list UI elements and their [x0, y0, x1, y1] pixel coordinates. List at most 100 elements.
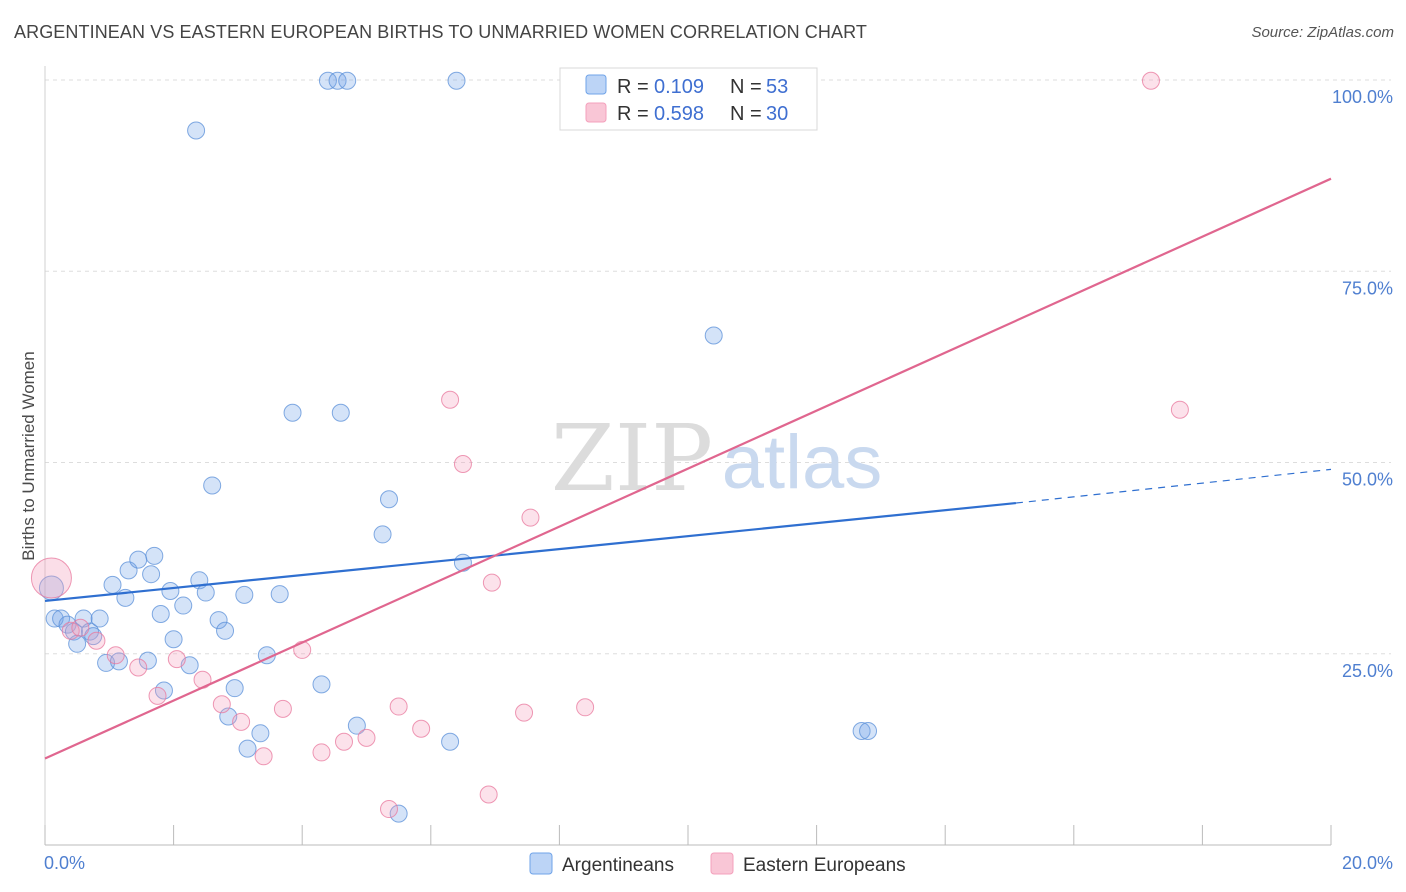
point-argentineans-19: [151, 604, 170, 623]
y-axis-label: Births to Unmarried Women: [19, 351, 38, 560]
watermark-atlas: atlas: [722, 420, 883, 505]
point-eastern-europeans-16: [357, 728, 376, 747]
bottom-legend-label-argentineans: Argentineans: [562, 855, 674, 876]
point-argentineans-11: [103, 575, 122, 594]
point-eastern-europeans-4: [106, 646, 125, 665]
point-argentineans-47: [389, 804, 408, 823]
bottom-legend-swatch-argentineans: [529, 852, 553, 875]
point-eastern-europeans-13: [293, 640, 312, 659]
point-eastern-europeans-5: [129, 658, 148, 677]
point-argentineans-10: [97, 653, 116, 672]
legend-n-label-2: N =: [730, 103, 762, 125]
point-eastern-europeans-29: [1170, 400, 1189, 419]
trend-line-eastern-europeans: [44, 177, 1332, 760]
watermark: ZIP atlas: [551, 405, 882, 512]
point-argentineans-35: [251, 724, 270, 743]
trend-line-argentineans-extension: [1015, 468, 1332, 504]
point-argentineans-38: [283, 403, 302, 422]
point-eastern-europeans-17: [380, 800, 399, 819]
point-argentineans-30: [216, 621, 235, 640]
point-argentineans-39: [312, 675, 331, 694]
point-eastern-europeans-14: [312, 743, 331, 762]
point-eastern-europeans-6: [148, 686, 167, 705]
legend-r-value-eastern-europeans: 0.598: [654, 103, 704, 125]
point-argentineans-29: [209, 611, 228, 630]
legend-n-value-argentineans: 53: [766, 76, 788, 98]
point-eastern-europeans-3: [87, 631, 106, 650]
legend-swatch-eastern-europeans: [585, 102, 607, 123]
point-argentineans-28: [203, 476, 222, 495]
point-argentineans-52: [852, 722, 871, 741]
point-argentineans-37: [270, 585, 289, 604]
point-argentineans-34: [238, 739, 257, 758]
point-argentineans-21: [161, 582, 180, 601]
point-argentineans-18: [145, 546, 164, 565]
point-argentineans-44: [347, 716, 366, 735]
point-argentineans-15: [129, 550, 148, 569]
point-argentineans-27: [196, 583, 215, 602]
y-tick-label-50: 50.0%: [1342, 470, 1393, 490]
point-argentineans-42: [331, 403, 350, 422]
point-eastern-europeans-10: [232, 712, 251, 731]
bottom-legend-swatch-eastern-europeans: [710, 852, 734, 875]
legend-n-label-1: N =: [730, 76, 762, 98]
legend-swatch-argentineans: [585, 74, 607, 95]
point-eastern-europeans-21: [453, 455, 472, 474]
legend-n-value-eastern-europeans: 30: [766, 103, 788, 125]
point-eastern-europeans-11: [254, 747, 273, 766]
grid-lines: [45, 79, 1391, 655]
point-argentineans-16: [138, 651, 157, 670]
point-eastern-europeans-25: [521, 508, 540, 527]
point-eastern-europeans-0: [30, 557, 72, 599]
y-tick-label-100: 100.0%: [1332, 87, 1393, 107]
point-eastern-europeans-24: [515, 703, 534, 722]
y-tick-label-25: 25.0%: [1342, 661, 1393, 681]
point-argentineans-40: [318, 71, 337, 90]
series-legend: Argentineans Eastern Europeans: [529, 852, 906, 876]
x-tick-label-max: 20.0%: [1342, 853, 1393, 873]
point-argentineans-48: [441, 732, 460, 751]
bottom-legend-label-eastern-europeans: Eastern Europeans: [743, 855, 906, 876]
tick-labels: 25.0% 50.0% 75.0% 100.0% 0.0% 20.0%: [44, 87, 1393, 873]
point-argentineans-43: [338, 71, 357, 90]
y-tick-label-75: 75.0%: [1342, 278, 1393, 298]
point-eastern-europeans-9: [212, 695, 231, 714]
point-eastern-europeans-22: [482, 573, 501, 592]
point-argentineans-50: [453, 553, 472, 572]
point-argentineans-51: [704, 326, 723, 345]
point-eastern-europeans-15: [334, 732, 353, 751]
point-argentineans-9: [90, 609, 109, 628]
point-eastern-europeans-12: [273, 699, 292, 718]
legend-r-label-1: R =: [617, 76, 649, 98]
trend-line-argentineans: [44, 501, 1017, 603]
point-argentineans-53: [859, 722, 878, 741]
point-eastern-europeans-23: [479, 785, 498, 804]
point-argentineans-17: [142, 565, 161, 584]
point-eastern-europeans-19: [412, 719, 431, 738]
point-eastern-europeans-1: [61, 621, 80, 640]
point-argentineans-32: [225, 679, 244, 698]
x-tick-label-min: 0.0%: [44, 853, 85, 873]
point-argentineans-46: [380, 490, 399, 509]
data-points: [30, 71, 1189, 823]
point-argentineans-25: [187, 121, 206, 140]
point-eastern-europeans-20: [441, 390, 460, 409]
legend-r-value-argentineans: 0.109: [654, 76, 704, 98]
axes: [44, 66, 1332, 846]
point-eastern-europeans-7: [167, 650, 186, 669]
legend-r-label-2: R =: [617, 103, 649, 125]
point-eastern-europeans-2: [71, 618, 90, 637]
trend-lines: [44, 177, 1332, 760]
point-argentineans-22: [164, 630, 183, 649]
point-eastern-europeans-26: [576, 698, 595, 717]
watermark-zip: ZIP: [551, 405, 713, 512]
point-argentineans-23: [174, 596, 193, 615]
point-argentineans-41: [328, 71, 347, 90]
point-eastern-europeans-28: [1141, 71, 1160, 90]
stats-legend: R = 0.109 N = 53 R = 0.598 N = 30: [559, 67, 818, 131]
point-argentineans-45: [373, 525, 392, 544]
source-label: Source: ZipAtlas.com: [1251, 24, 1394, 41]
point-eastern-europeans-18: [389, 697, 408, 716]
chart-title: ARGENTINEAN VS EASTERN EUROPEAN BIRTHS T…: [14, 22, 867, 42]
